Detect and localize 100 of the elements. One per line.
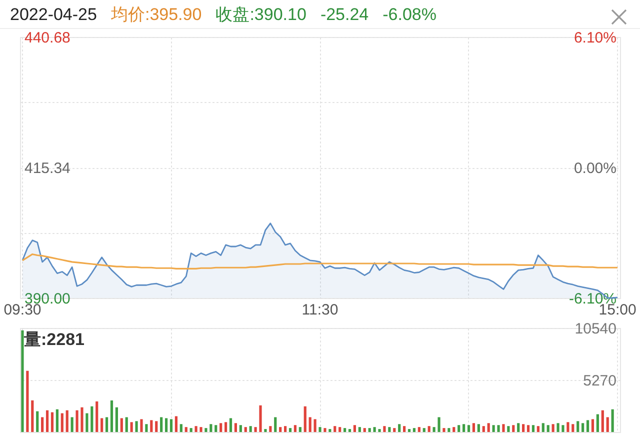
- bar: [497, 425, 500, 432]
- bar: [314, 419, 316, 432]
- y-tick-label: 10540: [574, 320, 616, 338]
- bar: [398, 424, 401, 432]
- bar: [254, 427, 257, 432]
- bar: [155, 421, 158, 432]
- bar: [438, 417, 440, 432]
- bar: [130, 422, 133, 432]
- bar: [308, 417, 312, 432]
- bar: [383, 426, 386, 432]
- bar: [180, 424, 182, 432]
- bar: [532, 425, 535, 432]
- bar: [234, 423, 237, 432]
- chart-title: 2022-04-25: [10, 5, 97, 24]
- bar: [363, 428, 366, 432]
- y-tick-label: 440.68: [24, 30, 70, 46]
- bar: [26, 370, 29, 432]
- bar: [552, 424, 554, 432]
- bar: [517, 423, 520, 432]
- bar: [100, 418, 104, 432]
- bar: [269, 426, 272, 432]
- bar: [562, 425, 564, 432]
- bar: [239, 425, 242, 432]
- bar: [606, 417, 609, 432]
- bar: [576, 421, 580, 432]
- bar: [135, 421, 138, 432]
- bar: [393, 428, 396, 432]
- bar: [244, 427, 247, 432]
- bar: [591, 419, 594, 432]
- bar: [536, 426, 540, 432]
- y-tick-label: 415.34: [24, 160, 70, 177]
- bar: [110, 400, 114, 432]
- bar: [318, 427, 322, 432]
- bar: [214, 425, 218, 432]
- bar: [526, 425, 530, 432]
- annotation: 量:2281: [24, 329, 84, 351]
- bar: [96, 401, 98, 432]
- bar: [556, 423, 560, 432]
- bar: [428, 426, 430, 432]
- text: -25.24: [320, 5, 369, 24]
- bar: [368, 428, 371, 432]
- bar: [70, 417, 74, 432]
- bar: [288, 428, 292, 432]
- bar: [482, 426, 485, 432]
- x-tick-label: 11:30: [302, 302, 338, 318]
- bar: [566, 422, 570, 432]
- bar: [586, 420, 590, 432]
- bar: [80, 407, 84, 432]
- bar: [328, 429, 332, 432]
- bar: [125, 417, 128, 432]
- bar: [442, 428, 446, 432]
- bar: [145, 424, 148, 432]
- line-series: [22, 253, 618, 270]
- bar: [105, 417, 108, 432]
- bar: [140, 419, 143, 432]
- bar: [462, 424, 466, 432]
- bar: [412, 428, 416, 432]
- y2-tick-label: 0.00%: [574, 160, 616, 177]
- bar: [388, 427, 391, 432]
- bar: [200, 427, 202, 432]
- bar: [403, 426, 406, 432]
- bar: [184, 427, 188, 432]
- bar: [418, 427, 420, 432]
- bar: [220, 423, 222, 432]
- bar: [408, 429, 411, 432]
- bar: [204, 428, 208, 432]
- bar: [46, 410, 49, 432]
- bar: [120, 418, 123, 432]
- bar: [353, 425, 356, 432]
- y-tick-label: 5270: [583, 372, 616, 390]
- bar: [284, 426, 287, 432]
- bar: [294, 425, 297, 432]
- bar: [164, 418, 168, 432]
- bar: [601, 410, 604, 432]
- bar: [36, 411, 39, 432]
- text: 均价:395.90: [110, 5, 202, 24]
- bar: [160, 417, 163, 432]
- bar: [422, 428, 426, 432]
- bar: [502, 424, 505, 432]
- bar: [210, 424, 212, 432]
- bar: [56, 409, 58, 432]
- bar: [304, 406, 306, 432]
- bar: [41, 417, 44, 432]
- bar: [596, 414, 599, 432]
- bar: [334, 426, 336, 432]
- bar: [458, 425, 460, 432]
- bar: [492, 425, 495, 432]
- bar: [115, 407, 118, 432]
- bar: [229, 418, 232, 432]
- bar: [174, 416, 178, 432]
- bar: [279, 427, 282, 432]
- bar: [264, 429, 267, 432]
- bar: [66, 410, 68, 432]
- bar: [86, 413, 88, 432]
- bar: [477, 424, 480, 432]
- bar: [274, 417, 277, 432]
- bar: [507, 426, 510, 432]
- bar: [542, 423, 544, 432]
- bar: [298, 427, 302, 432]
- bar: [378, 429, 381, 432]
